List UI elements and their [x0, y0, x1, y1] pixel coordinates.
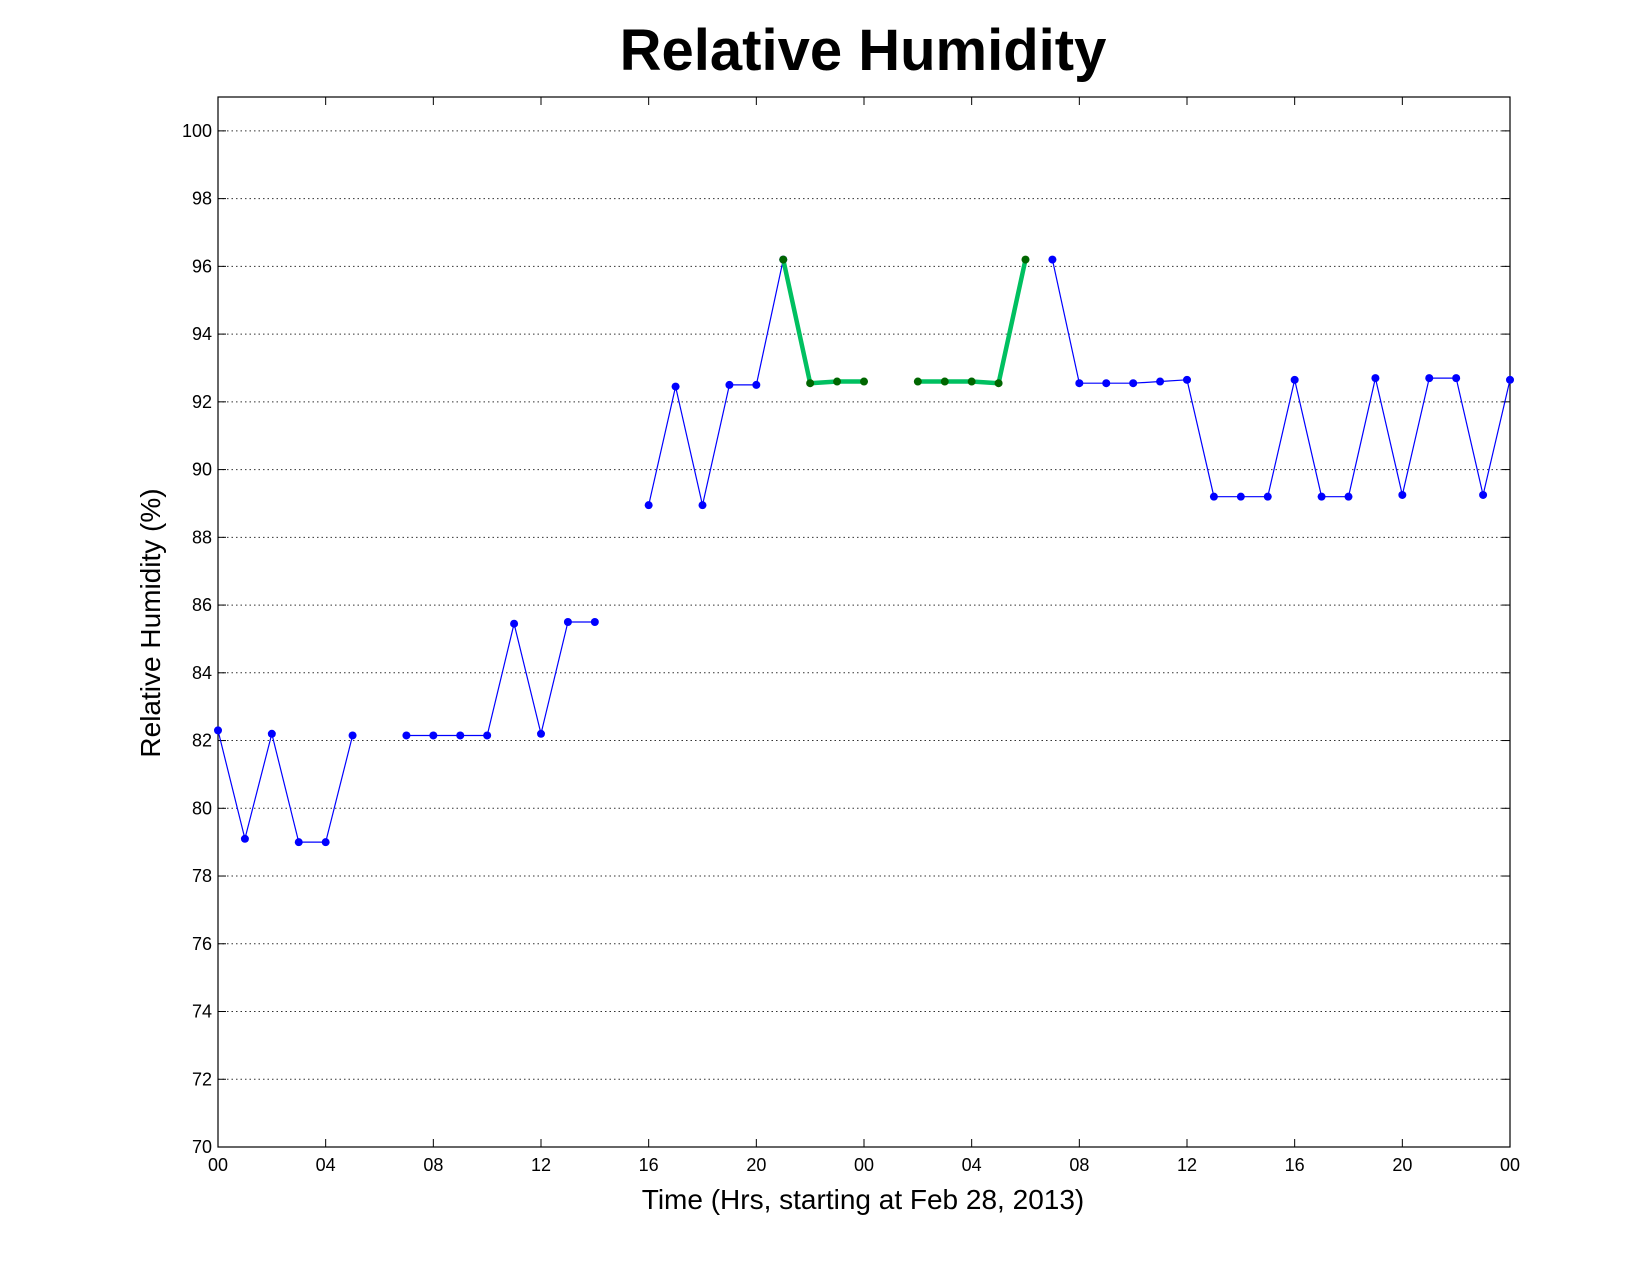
data-point	[1479, 490, 1488, 499]
series-line	[1051, 259, 1511, 498]
data-point	[1344, 492, 1353, 501]
highlight-series-line	[917, 259, 1028, 386]
y-axis-label: Relative Humidity (%)	[135, 488, 166, 757]
highlight-data-point	[806, 379, 815, 388]
tick-layer	[217, 97, 1511, 1148]
data-point	[671, 382, 680, 391]
data-point	[1425, 374, 1434, 383]
grid-layer	[218, 130, 1510, 1080]
x-tick-label: 16	[639, 1155, 659, 1175]
data-point	[240, 834, 249, 843]
data-point	[1398, 490, 1407, 499]
data-point	[590, 618, 599, 626]
data-point	[537, 729, 545, 738]
series-line	[406, 621, 595, 737]
y-tick-label: 76	[192, 934, 212, 954]
data-point	[1236, 492, 1245, 501]
highlight-data-point	[967, 377, 976, 386]
data-point	[1263, 492, 1272, 501]
x-tick-label: 08	[423, 1155, 443, 1175]
highlight-series-line	[781, 259, 864, 386]
x-axis-label: Time (Hrs, starting at Feb 28, 2013)	[642, 1184, 1084, 1215]
x-tick-label: 00	[1500, 1155, 1520, 1175]
series-layer	[214, 255, 1514, 847]
data-point	[1048, 255, 1057, 264]
data-point	[1317, 492, 1326, 501]
data-point	[429, 731, 438, 740]
x-tick-label: 20	[1392, 1155, 1412, 1175]
y-tick-label: 84	[192, 663, 212, 683]
data-point	[1102, 379, 1111, 388]
y-tick-label: 94	[192, 324, 212, 344]
y-tick-label: 80	[192, 798, 212, 818]
x-tick-label: 16	[1285, 1155, 1305, 1175]
chart-title: Relative Humidity	[620, 18, 1107, 83]
data-point	[1506, 375, 1514, 384]
x-tick-label: 12	[1177, 1155, 1197, 1175]
series-line	[217, 730, 354, 843]
series-line	[648, 259, 784, 506]
data-point	[456, 731, 465, 740]
data-point	[1156, 377, 1165, 386]
data-point	[1183, 375, 1191, 384]
y-tick-label: 74	[192, 1002, 212, 1022]
data-point	[563, 618, 572, 626]
data-point	[483, 731, 492, 740]
data-point	[510, 619, 519, 628]
x-tick-label: 12	[531, 1155, 551, 1175]
y-tick-label: 96	[192, 256, 212, 276]
data-point	[1452, 374, 1461, 383]
y-tick-label: 78	[192, 866, 212, 886]
data-point	[1209, 492, 1218, 501]
data-point	[1371, 374, 1380, 383]
x-tick-label: 00	[854, 1155, 874, 1175]
data-point	[402, 731, 411, 740]
data-point	[698, 501, 707, 510]
data-point	[294, 838, 303, 847]
data-point	[214, 726, 222, 735]
x-tick-label: 04	[962, 1155, 982, 1175]
data-point	[267, 729, 276, 738]
highlight-data-point	[779, 255, 788, 264]
data-point	[1129, 379, 1138, 388]
y-tick-label: 72	[192, 1069, 212, 1089]
x-tick-label: 04	[316, 1155, 336, 1175]
highlight-data-point	[913, 377, 922, 386]
y-tick-label: 70	[192, 1137, 212, 1157]
data-point	[1075, 379, 1084, 388]
y-tick-label: 98	[192, 189, 212, 209]
highlight-data-point	[994, 379, 1003, 388]
y-tick-label: 92	[192, 392, 212, 412]
x-tick-label: 08	[1069, 1155, 1089, 1175]
data-point	[348, 731, 357, 740]
y-tick-label: 86	[192, 595, 212, 615]
highlight-data-point	[860, 377, 868, 386]
y-tick-label: 88	[192, 527, 212, 547]
data-point	[725, 380, 734, 389]
x-tick-label: 20	[746, 1155, 766, 1175]
data-point	[752, 380, 761, 389]
y-tick-label: 82	[192, 731, 212, 751]
highlight-data-point	[940, 377, 949, 386]
y-tick-label: 90	[192, 460, 212, 480]
plot-frame	[217, 96, 1511, 1148]
x-tick-label: 00	[208, 1155, 228, 1175]
highlight-data-point	[833, 377, 842, 386]
data-point	[321, 838, 330, 847]
data-point	[644, 501, 653, 510]
tick-label-layer: 70 72 74 76 78 80 82 84 86 88 90 92 94 96 98 100 00 04 08 1…	[182, 121, 1520, 1175]
y-tick-label: 100	[182, 121, 212, 141]
data-point	[1290, 375, 1299, 384]
highlight-data-point	[1021, 255, 1030, 264]
